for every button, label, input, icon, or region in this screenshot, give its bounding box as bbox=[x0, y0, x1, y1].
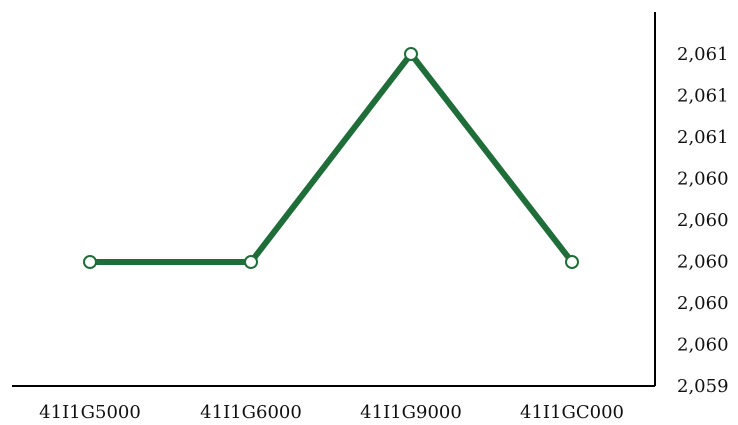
y-tick-label: 2,060 bbox=[677, 169, 729, 190]
data-point bbox=[404, 47, 418, 61]
y-tick-label: 2,060 bbox=[677, 252, 729, 273]
x-tick-label: 41I1GC000 bbox=[520, 402, 624, 423]
data-point bbox=[244, 255, 258, 269]
y-tick-label: 2,060 bbox=[677, 293, 729, 314]
x-tick-label: 41I1G5000 bbox=[39, 402, 141, 423]
x-tick-label: 41I1G9000 bbox=[360, 402, 462, 423]
y-tick-label: 2,061 bbox=[677, 86, 729, 107]
y-tick-label: 2,059 bbox=[677, 376, 729, 397]
y-axis-tick-labels: 2,061 2,061 2,061 2,060 2,060 2,060 2,060 2,060… bbox=[677, 44, 729, 397]
data-point bbox=[83, 255, 97, 269]
series-line bbox=[87, 51, 575, 265]
y-tick-label: 2,060 bbox=[677, 335, 729, 356]
data-point bbox=[565, 255, 579, 269]
series-layer bbox=[83, 47, 579, 269]
y-tick-label: 2,060 bbox=[677, 210, 729, 231]
x-tick-label: 41I1G6000 bbox=[200, 402, 302, 423]
x-axis-tick-labels: 41I1G5000 41I1G6000 41I1G9000 41I1GC000 bbox=[39, 402, 624, 423]
axes bbox=[12, 12, 656, 387]
y-tick-label: 2,061 bbox=[677, 127, 729, 148]
y-tick-label: 2,061 bbox=[677, 44, 729, 65]
